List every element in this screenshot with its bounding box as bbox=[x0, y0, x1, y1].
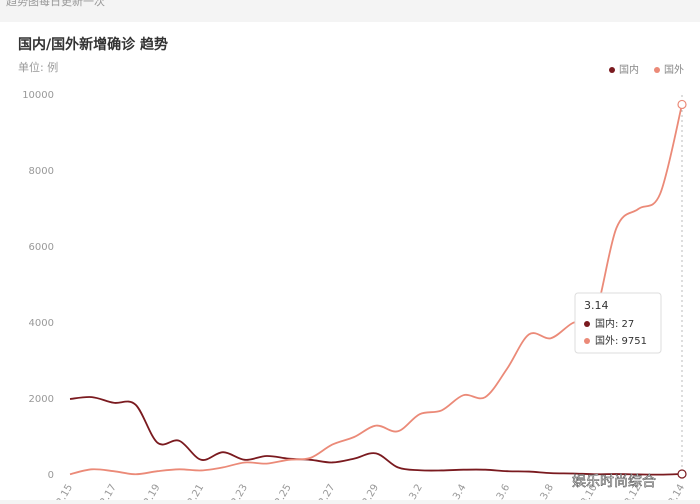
update-note: 趋势图每日更新一次 bbox=[6, 0, 105, 8]
point-marker bbox=[677, 99, 687, 110]
tooltip-title: 3.14 bbox=[584, 299, 609, 312]
legend-swatch bbox=[609, 67, 615, 73]
legend-label: 国内 bbox=[619, 63, 639, 76]
tooltip-box bbox=[574, 292, 662, 354]
tooltip-item: 国内: 27 bbox=[595, 317, 634, 330]
unit-label: 单位: 例 bbox=[18, 60, 58, 74]
tooltip-item: 国外: 9751 bbox=[595, 335, 647, 347]
y-tick-label: 0 bbox=[48, 470, 54, 481]
chart-title: 国内/国外新增确诊 趋势 bbox=[18, 36, 168, 53]
y-tick-label: 8000 bbox=[29, 166, 54, 177]
watermark: 娱乐时尚综合 bbox=[572, 474, 656, 490]
y-tick-label: 4000 bbox=[29, 318, 54, 329]
y-tick-label: 10000 bbox=[22, 90, 54, 101]
tooltip-swatch bbox=[584, 321, 590, 327]
series-line bbox=[69, 396, 683, 476]
point-marker bbox=[677, 469, 687, 479]
card bbox=[0, 22, 700, 502]
legend-swatch bbox=[654, 67, 660, 73]
tooltip-swatch bbox=[584, 338, 590, 344]
y-tick-label: 2000 bbox=[29, 394, 54, 405]
y-tick-label: 6000 bbox=[29, 242, 54, 253]
legend-label: 国外 bbox=[664, 64, 684, 76]
